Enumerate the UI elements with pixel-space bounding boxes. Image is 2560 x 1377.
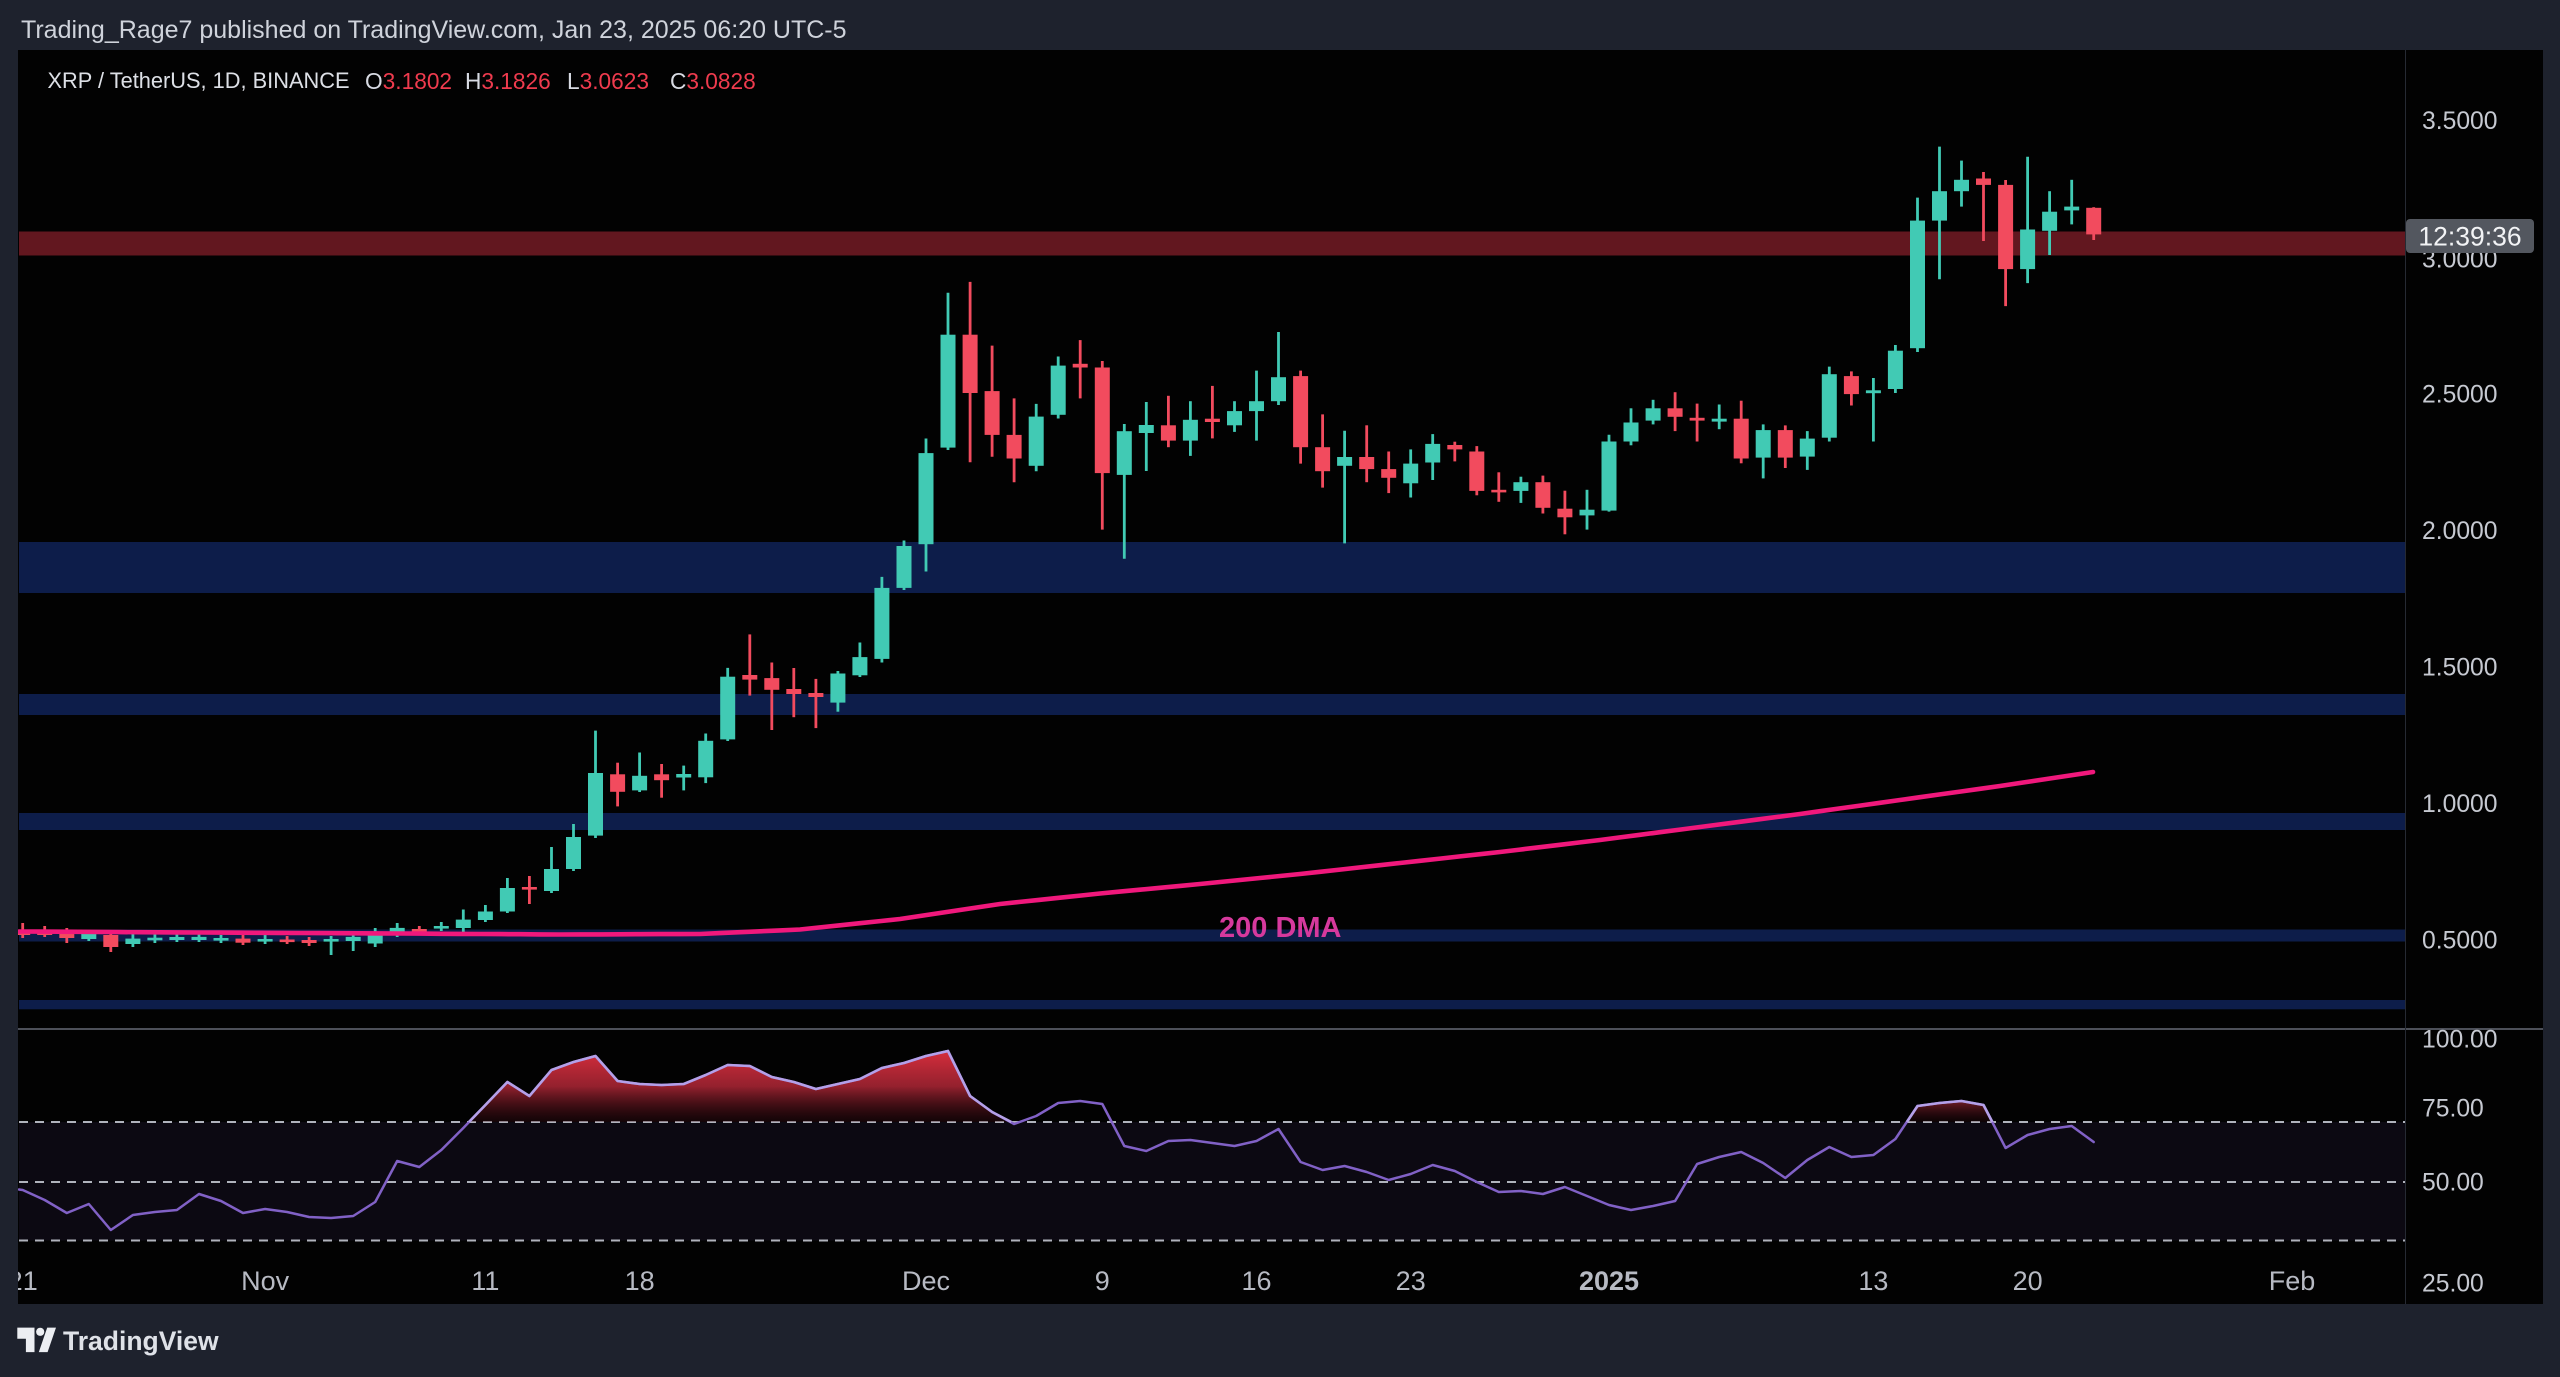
svg-text:H3.1826: H3.1826 (465, 68, 551, 94)
svg-text:100.00: 100.00 (2422, 1027, 2498, 1054)
svg-text:XRP / TetherUS, 1D, BINANCE: XRP / TetherUS, 1D, BINANCE (48, 68, 350, 93)
svg-text:2.5000: 2.5000 (2422, 381, 2498, 408)
svg-text:Dec: Dec (902, 1266, 950, 1296)
svg-text:18: 18 (625, 1266, 655, 1296)
svg-text:Feb: Feb (2269, 1266, 2316, 1296)
svg-text:2025: 2025 (1579, 1266, 1639, 1296)
svg-text:0.5000: 0.5000 (2422, 928, 2498, 955)
svg-text:L3.0623: L3.0623 (567, 68, 649, 94)
svg-text:13: 13 (1858, 1266, 1888, 1296)
svg-text:1.5000: 1.5000 (2422, 655, 2498, 682)
svg-text:TradingView: TradingView (63, 1326, 219, 1356)
svg-text:C3.0828: C3.0828 (670, 68, 756, 94)
svg-text:9: 9 (1095, 1266, 1110, 1296)
svg-text:O3.1802: O3.1802 (365, 68, 452, 94)
svg-text:75.00: 75.00 (2422, 1096, 2484, 1123)
svg-text:Trading_Rage7 published on Tra: Trading_Rage7 published on TradingView.c… (21, 16, 847, 44)
svg-text:16: 16 (1241, 1266, 1271, 1296)
svg-text:3.5000: 3.5000 (2422, 108, 2498, 135)
svg-text:20: 20 (2013, 1266, 2043, 1296)
svg-text:12:39:36: 12:39:36 (2418, 222, 2521, 252)
svg-text:23: 23 (1396, 1266, 1426, 1296)
svg-text:11: 11 (471, 1266, 499, 1296)
svg-text:25.00: 25.00 (2422, 1271, 2484, 1298)
svg-text:200 DMA: 200 DMA (1219, 912, 1342, 944)
svg-text:Nov: Nov (241, 1266, 290, 1296)
svg-text:1.0000: 1.0000 (2422, 791, 2498, 818)
svg-text:50.00: 50.00 (2422, 1170, 2484, 1197)
svg-text:2.0000: 2.0000 (2422, 518, 2498, 545)
